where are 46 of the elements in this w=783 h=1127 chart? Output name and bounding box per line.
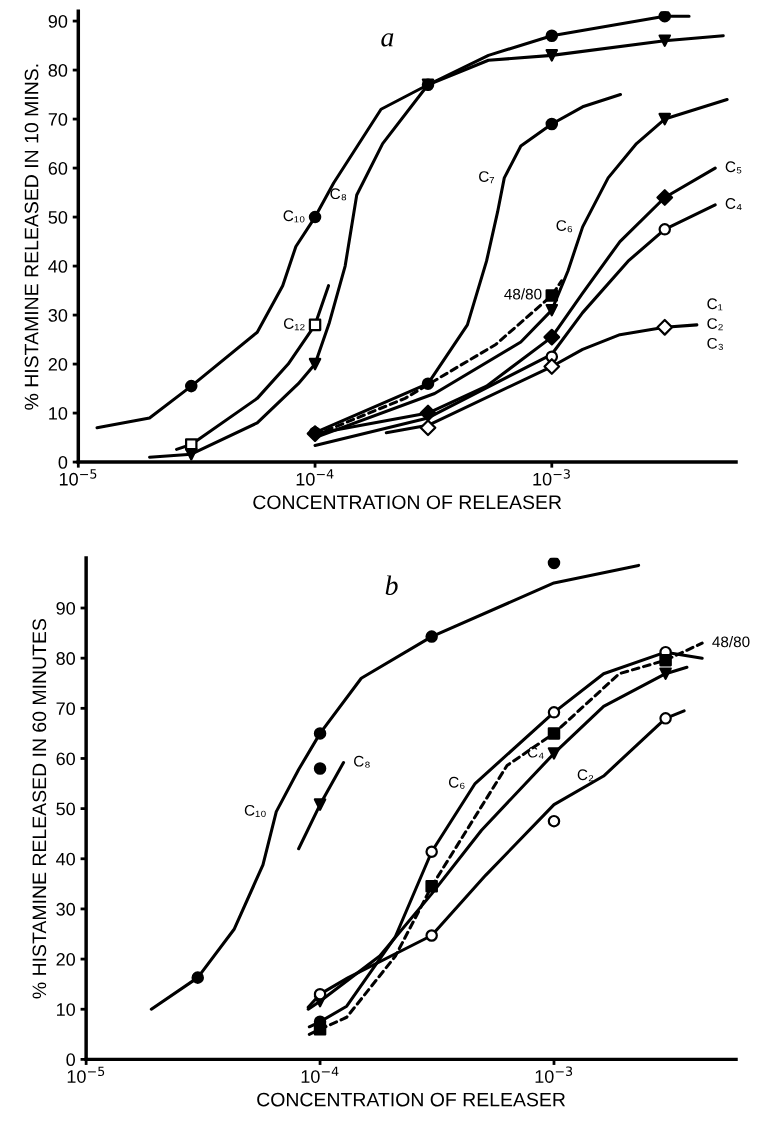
y-tick-label: 70 [48,113,68,126]
annotation: C₄ [725,198,742,211]
annotation: C₇ [479,171,495,184]
y-axis-title: % HISTAMINE RELEASED IN 60 MINUTES [32,618,47,999]
annotation: C₁₀ [244,804,266,817]
y-tick-label: 20 [48,358,68,371]
y-tick-label: 40 [56,852,76,866]
annotation: C₆ [556,220,573,233]
y-tick-label: 0 [66,1053,76,1067]
annotation: 48/80 [712,636,750,648]
y-tick-label: 60 [48,162,68,175]
y-tick-label: 60 [56,752,76,766]
annotation: C₁₀ [283,210,305,223]
y-tick-label: 30 [56,902,76,916]
y-tick-label: 20 [56,953,76,966]
annotation: 48/80 [504,288,542,300]
annotation: C₂ [577,769,594,782]
y-tick-label: 0 [58,456,68,469]
x-tick-label: 10$^{−5}$ [59,469,97,486]
text: a [381,33,394,47]
x-tick-label: 10$^{−4}$ [296,469,334,486]
x-tick-label: 10$^{−3}$ [535,1066,573,1083]
chart-title: b [385,575,398,595]
annotation: C₈ [330,188,347,201]
annotation: C₆ [448,776,465,789]
y-tick-label: 70 [56,702,76,716]
x-tick-label: 10$^{−4}$ [301,1066,339,1083]
y-tick-label: 50 [48,211,68,224]
y-axis-title: % HISTAMINE RELEASED IN 10 MINS. [24,64,39,410]
y-tick-label: 40 [48,260,68,273]
y-tick-label: 10 [49,407,68,420]
y-tick-label: 80 [56,652,76,665]
y-tick-label: 30 [48,309,68,322]
y-tick-label: 80 [48,64,68,77]
x-axis-title: CONCENTRATION OF RELEASER [257,1092,566,1107]
y-tick-label: 90 [48,15,68,28]
y-tick-label: 90 [56,601,76,615]
x-tick-label: 10$^{−5}$ [67,1066,105,1083]
annotation: C₅ [725,161,742,174]
annotation: C₈ [354,755,370,768]
y-tick-label: 50 [56,802,76,816]
y-tick-label: 10 [57,1003,76,1016]
annotation: C₁ C₂ C₃ [707,298,723,350]
annotation: C₁₂ [283,318,305,331]
x-tick-label: 10$^{−3}$ [533,469,570,486]
x-axis-title: CONCENTRATION OF RELEASER [253,495,562,510]
